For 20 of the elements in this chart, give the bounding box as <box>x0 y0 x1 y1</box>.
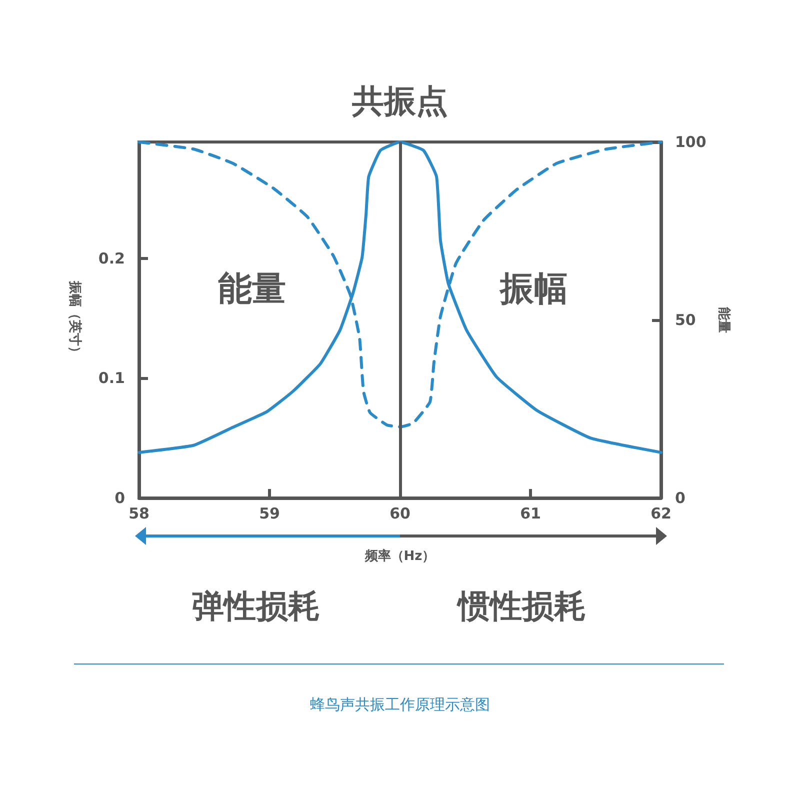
text: 弹性损耗 <box>192 587 320 625</box>
y-tick-label: 0.1 <box>98 369 125 388</box>
y-tick-label: 0.2 <box>98 249 125 268</box>
annotation: 振幅 <box>499 269 568 309</box>
x-tick-label: 61 <box>520 504 541 522</box>
y-axis-title: 振幅（英寸） <box>67 280 82 359</box>
y2-tick-label: 100 <box>675 133 706 151</box>
y-tick-label: 0 <box>114 489 125 507</box>
chart-title: 共振点 <box>351 82 448 120</box>
text: 惯性损耗 <box>456 587 586 625</box>
x-tick-label: 58 <box>128 504 150 522</box>
x-tick-label: 59 <box>259 504 280 522</box>
x-axis-title: 频率（Hz） <box>364 548 436 564</box>
annotation: 能量 <box>218 269 286 309</box>
y2-axis-title: 能量 <box>716 307 732 333</box>
y2-tick-label: 50 <box>675 311 696 329</box>
x-tick-label: 62 <box>650 504 672 522</box>
x-tick-label: 60 <box>390 504 410 522</box>
y2-tick-label: 0 <box>675 489 686 507</box>
text: 蜂鸟声共振工作原理示意图 <box>310 696 490 714</box>
